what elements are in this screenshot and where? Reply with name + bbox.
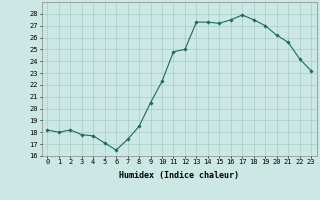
- X-axis label: Humidex (Indice chaleur): Humidex (Indice chaleur): [119, 171, 239, 180]
